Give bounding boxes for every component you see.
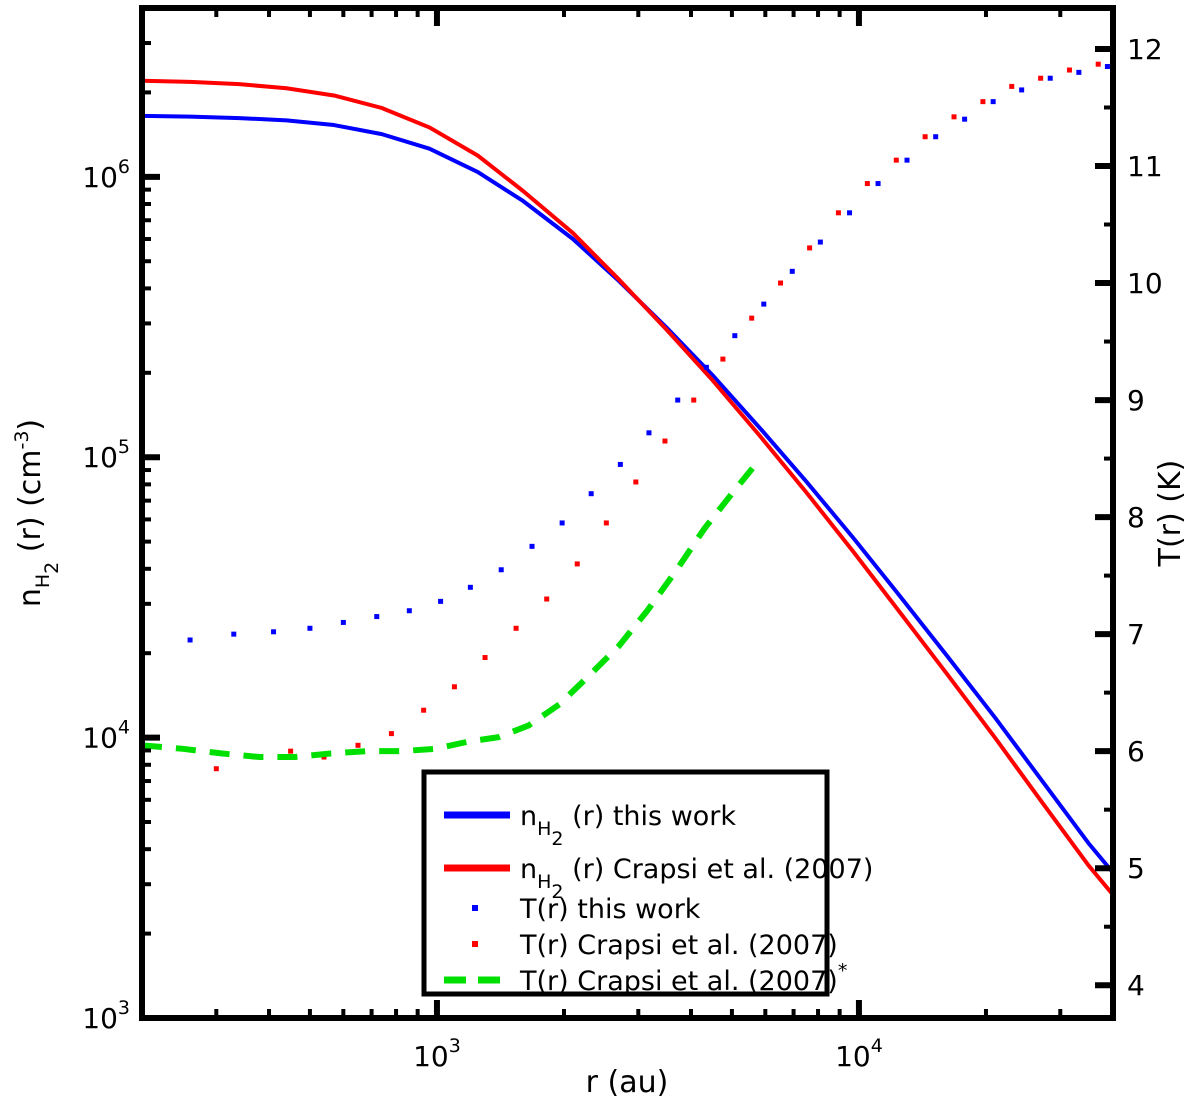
series-line	[142, 466, 756, 761]
y-right-tick-label: 10	[1127, 267, 1163, 300]
y-label-rest: (r) (cm	[13, 450, 48, 553]
y-left-tick-label: 105	[82, 436, 130, 474]
x-tick-label: 104	[835, 1035, 883, 1073]
y-right-tick-label: 5	[1127, 852, 1145, 885]
legend-label: nH2 (r) Crapsi et al. (2007)	[520, 854, 873, 903]
series-dotted	[187, 64, 1110, 643]
y-left-tick-label: 104	[82, 717, 130, 755]
tick-labels-layer: 103 104 103 104 105 106 4 5 6 7 8 9 10 11 12	[82, 33, 1162, 1073]
y-right-tick-label: 7	[1127, 618, 1145, 651]
svg-text:nH2 (r) (cm-3): nH2 (r) (cm-3)	[11, 419, 63, 607]
legend-label: T(r) Crapsi et al. (2007)*	[519, 960, 847, 997]
y-right-tick-label: 6	[1127, 735, 1145, 768]
y-axis-left-label: nH2 (r) (cm-3)	[11, 419, 63, 607]
y-label-exp: -3	[11, 431, 33, 450]
y-right-tick-label: 4	[1127, 969, 1145, 1002]
legend-swatch-dot	[472, 905, 478, 911]
y-label-sub-2: 2	[41, 562, 63, 574]
y-label-sub-H: H	[32, 574, 54, 588]
legend-label: T(r) this work	[519, 894, 701, 925]
y-right-tick-label: 11	[1127, 150, 1163, 183]
x-axis-label: r (au)	[586, 1065, 669, 1100]
axes-frame	[139, 5, 1116, 1021]
y-right-tick-label: 9	[1127, 384, 1145, 417]
y-left-tick-label: 103	[82, 997, 130, 1035]
y-axis-right-label: T(r) (K)	[1153, 460, 1188, 568]
series-line	[142, 78, 1113, 897]
y-right-tick-label: 8	[1127, 501, 1145, 534]
legend-swatch-dot	[472, 941, 478, 947]
ticks-layer	[140, 6, 1115, 1021]
y-right-label-text: T(r) (K)	[1153, 460, 1188, 568]
y-label-n: n	[13, 588, 48, 607]
y-right-tick-label: 12	[1127, 33, 1163, 66]
y-label-close: )	[13, 419, 48, 431]
legend-label: nH2 (r) this work	[520, 801, 736, 850]
y-left-tick-label: 106	[82, 156, 130, 194]
legend-box	[421, 769, 830, 997]
x-tick-label: 103	[413, 1035, 461, 1073]
legend-label: T(r) Crapsi et al. (2007)	[519, 930, 838, 961]
series-layer	[142, 61, 1113, 897]
